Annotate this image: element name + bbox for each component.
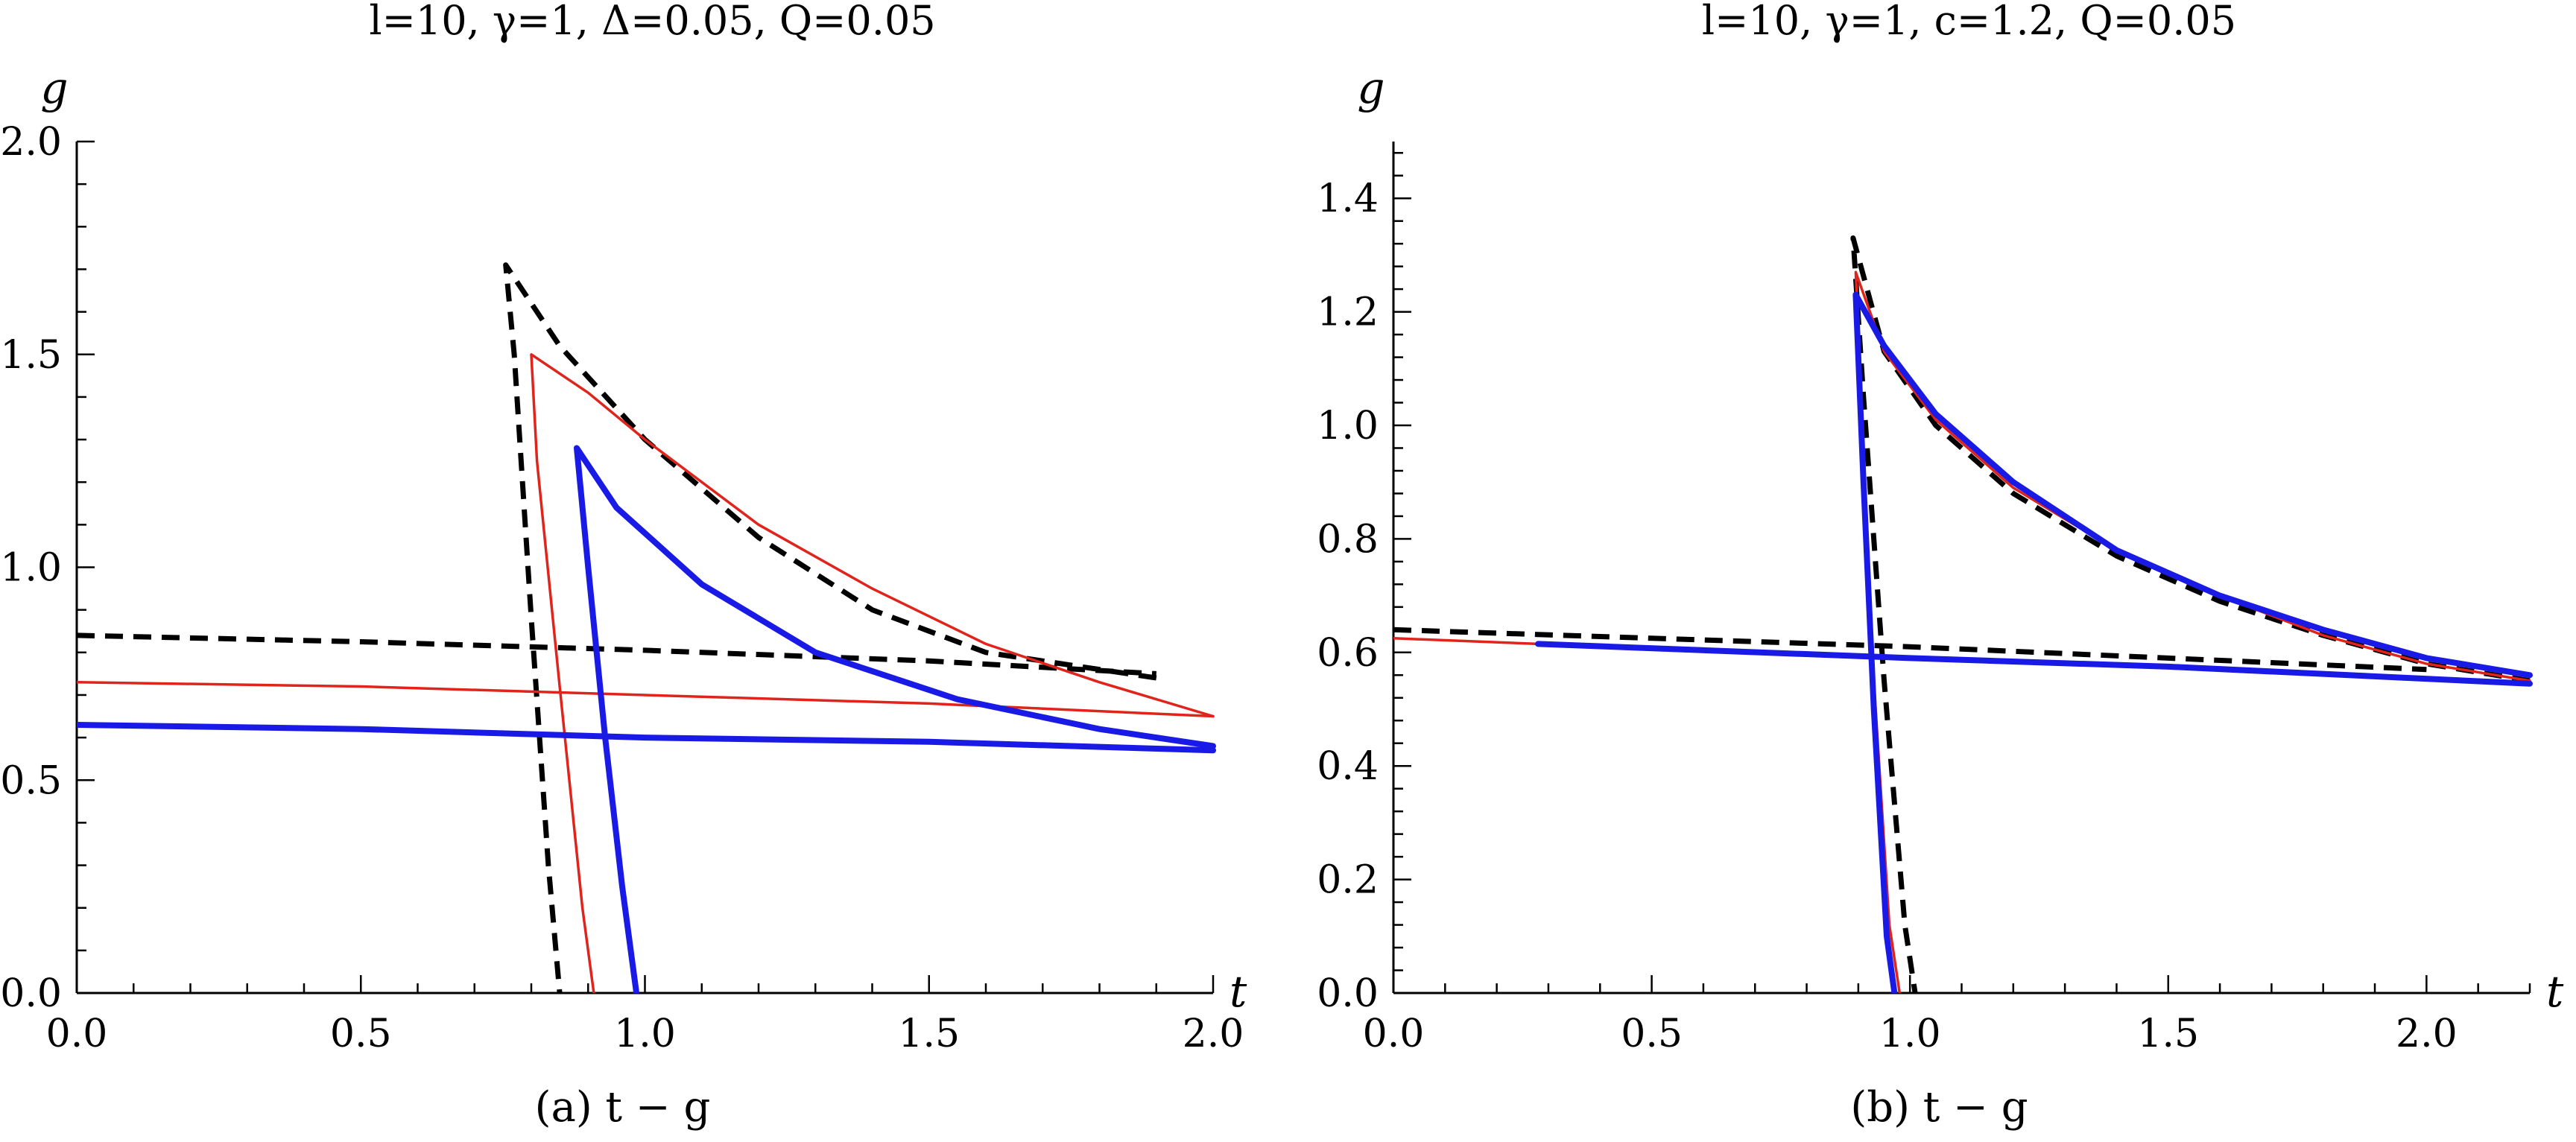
x-tick-label: 1.5 — [898, 1012, 960, 1056]
y-tick-label: 0.8 — [1317, 517, 1379, 562]
y-tick-label: 1.4 — [1317, 177, 1379, 221]
red-series-line — [77, 681, 1215, 718]
x-tick-label: 0.0 — [46, 1012, 108, 1056]
chart-panel-b: 0.0 0.5 1.0 1.5 2.0 0.0 0.2 0.4 0.6 0.8 1.0 1.2 1.4 t… — [1317, 0, 2564, 1132]
y-axis-label: g — [40, 63, 68, 113]
chart-caption: (b) t − g — [1850, 1083, 2028, 1132]
black-dashed-series-line — [1393, 626, 2427, 673]
red-series-line — [530, 353, 1215, 993]
x-tick-label: 0.0 — [1363, 1012, 1425, 1056]
red-series-line — [1854, 270, 2531, 993]
black-dashed-series-line — [77, 632, 1156, 676]
blue-series-line — [574, 445, 1216, 993]
blue-series-line — [1535, 641, 2533, 687]
y-tick-label: 0.0 — [1317, 971, 1379, 1016]
x-tick-label: 0.5 — [330, 1012, 392, 1056]
x-tick-label: 2.0 — [2396, 1012, 2458, 1056]
chart-caption: (a) t − g — [535, 1083, 711, 1132]
y-tick-label: 0.6 — [1317, 631, 1379, 676]
y-tick-label: 0.5 — [0, 758, 62, 803]
y-tick-label: 1.2 — [1317, 291, 1379, 335]
chart-title: l=10, γ=1, Δ=0.05, Q=0.05 — [369, 0, 935, 44]
blue-series-line — [1852, 291, 2533, 993]
blue-series-line — [77, 722, 1216, 754]
black-dashed-series-line — [1850, 235, 2531, 993]
y-tick-label: 0.2 — [1317, 858, 1379, 903]
series-group — [1393, 235, 2533, 993]
x-tick-label: 1.0 — [614, 1012, 676, 1056]
red-series-line — [1393, 637, 1539, 646]
x-tick-label: 2.0 — [1183, 1012, 1244, 1056]
y-tick-label: 1.5 — [0, 333, 62, 378]
x-tick-label: 0.5 — [1621, 1012, 1683, 1056]
x-tick-label: 1.5 — [2137, 1012, 2199, 1056]
y-tick-label: 0.0 — [0, 971, 62, 1016]
chart-title: l=10, γ=1, c=1.2, Q=0.05 — [1702, 0, 2236, 44]
y-tick-label: 0.4 — [1317, 744, 1379, 789]
x-axis-label: t — [2546, 966, 2564, 1017]
y-tick-label: 1.0 — [0, 546, 62, 591]
x-axis-label: t — [1230, 966, 1247, 1017]
black-dashed-series-line — [503, 262, 1157, 993]
x-tick-label: 1.0 — [1879, 1012, 1941, 1056]
y-axis-label: g — [1357, 63, 1384, 113]
series-group — [77, 262, 1216, 993]
y-tick-label: 2.0 — [0, 120, 62, 165]
y-tick-label: 1.0 — [1317, 404, 1379, 448]
